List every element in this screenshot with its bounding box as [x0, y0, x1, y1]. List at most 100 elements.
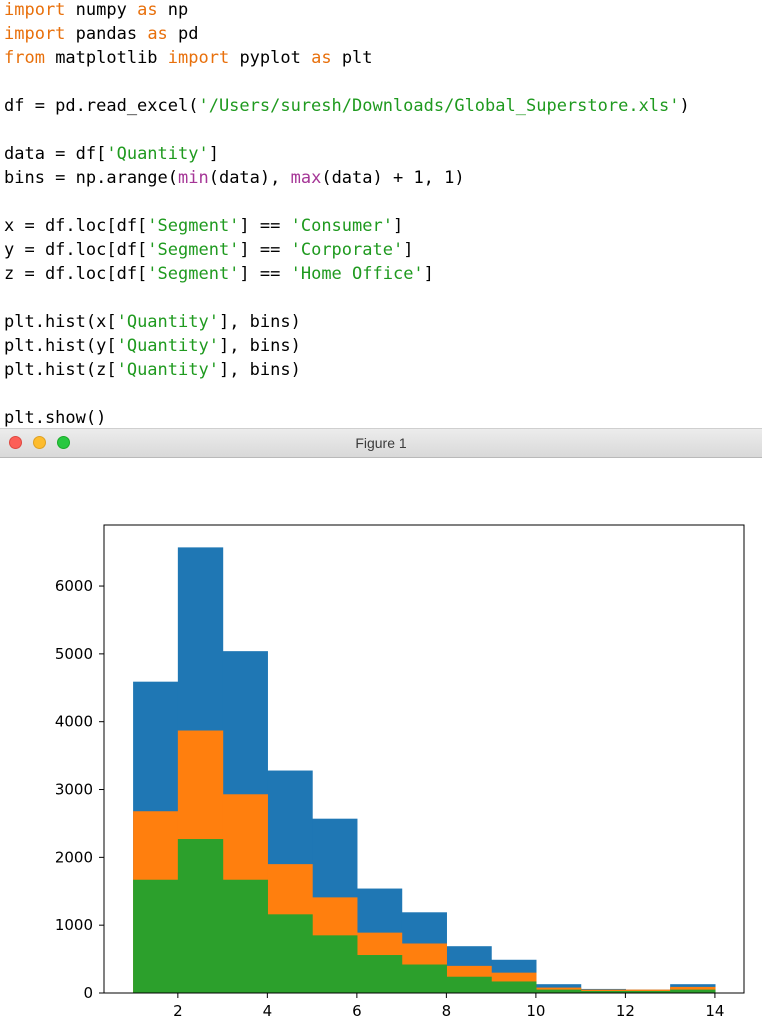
histogram-bar [267, 914, 313, 993]
code-token: 'Quantity' [116, 360, 219, 380]
code-line: x = df.loc[df['Segment'] == 'Consumer'] [4, 214, 403, 238]
histogram-bar [625, 990, 671, 993]
x-tick-label: 6 [352, 1002, 362, 1020]
code-token: import [167, 48, 230, 68]
y-tick-label: 6000 [55, 577, 93, 595]
code-line: bins = np.arange(min(data), max(data) + … [4, 166, 465, 190]
minimize-window-button[interactable] [33, 436, 46, 449]
code-token: z = df.loc[df[ [4, 264, 148, 284]
code-token: import [4, 24, 66, 44]
figure-window-titlebar[interactable]: Figure 1 [0, 428, 762, 458]
x-tick-label: 2 [173, 1002, 183, 1020]
code-line: from matplotlib import pyplot as plt [4, 46, 373, 70]
code-token: '/Users/suresh/Downloads/Global_Supersto… [198, 96, 680, 116]
code-token: pandas [65, 24, 148, 44]
code-token: from [4, 48, 45, 68]
code-token: ) [679, 96, 690, 116]
code-line: z = df.loc[df['Segment'] == 'Home Office… [4, 262, 434, 286]
code-line: import pandas as pd [4, 22, 199, 46]
code-token: ], bins) [218, 312, 301, 332]
close-window-button[interactable] [9, 436, 22, 449]
code-token: ] == [239, 240, 291, 260]
code-token: data = df[ [4, 144, 107, 164]
y-tick-label: 5000 [55, 645, 93, 663]
histogram-bar [491, 981, 537, 993]
code-token: ] == [239, 264, 291, 284]
code-token: bins = np.arange( [4, 168, 178, 188]
code-token: ] [423, 264, 434, 284]
figure-canvas: 2 4 6 8 10 12 14 0 1000 2000 3000 4000 5000 6000 [0, 458, 762, 1024]
code-token: np [157, 0, 189, 20]
y-tick-label: 0 [83, 984, 93, 1002]
code-token: pd [167, 24, 199, 44]
code-token: plt [331, 48, 373, 68]
x-tick-label: 4 [263, 1002, 273, 1020]
code-token: min [178, 168, 209, 188]
code-line: import numpy as np [4, 0, 188, 22]
y-tick-label: 4000 [55, 713, 93, 731]
histogram-bar [356, 955, 403, 993]
y-tick-label: 2000 [55, 848, 93, 866]
histogram-bar [580, 990, 626, 993]
code-token: max [290, 168, 322, 188]
y-tick-label: 3000 [55, 781, 93, 799]
histogram-bar [312, 935, 358, 993]
code-token: numpy [65, 0, 138, 20]
code-line: plt.show() [4, 406, 106, 430]
histogram-bar [535, 989, 582, 993]
code-token: as [147, 24, 168, 44]
code-token: plt.hist(z[ [4, 360, 117, 380]
code-token: ] == [239, 216, 291, 236]
code-editor[interactable]: import numpy as np import pandas as pd fro… [0, 0, 762, 430]
code-token: 'Segment' [147, 216, 240, 236]
histogram-chart: 2 4 6 8 10 12 14 0 1000 2000 3000 4000 5000 6000 [55, 524, 745, 1020]
code-line: plt.hist(y['Quantity'], bins) [4, 334, 301, 358]
code-token: 'Quantity' [106, 144, 209, 164]
code-token: 'Segment' [147, 240, 240, 260]
code-token: plt.show() [4, 408, 107, 428]
code-line: data = df['Quantity'] [4, 142, 219, 166]
code-token: import [4, 0, 66, 20]
figure-window-title: Figure 1 [355, 435, 407, 451]
maximize-window-button[interactable] [57, 436, 70, 449]
code-token: 'Home Office' [290, 264, 424, 284]
code-token: plt.hist(x[ [4, 312, 117, 332]
code-token: matplotlib [44, 48, 168, 68]
code-token: 'Corporate' [290, 240, 404, 260]
code-token: y = df.loc[df[ [4, 240, 148, 260]
x-tick-label: 8 [442, 1002, 452, 1020]
code-token: as [311, 48, 332, 68]
code-token: (data) + 1, 1) [321, 168, 465, 188]
code-token: plt.hist(y[ [4, 336, 117, 356]
x-tick-label: 10 [526, 1002, 545, 1020]
y-tick-label: 1000 [55, 916, 93, 934]
code-line: y = df.loc[df['Segment'] == 'Corporate'] [4, 238, 413, 262]
code-token: 'Quantity' [116, 312, 219, 332]
plot-frame [103, 524, 745, 994]
code-token: pyplot [229, 48, 312, 68]
histogram-bar [133, 879, 179, 993]
code-token: as [137, 0, 158, 20]
histogram-bar [446, 976, 492, 993]
code-token: ] [403, 240, 414, 260]
code-token: x = df.loc[df[ [4, 216, 148, 236]
code-token: df = pd.read_excel( [4, 96, 199, 116]
code-token: ], bins) [218, 336, 301, 356]
histogram-bar [401, 964, 447, 993]
histogram-bars [133, 547, 716, 993]
histogram-bar [670, 989, 716, 993]
code-token: 'Quantity' [116, 336, 219, 356]
x-tick-label: 14 [705, 1002, 724, 1020]
code-token: 'Consumer' [290, 216, 393, 236]
code-token: 'Segment' [147, 264, 240, 284]
code-line: df = pd.read_excel('/Users/suresh/Downlo… [4, 94, 690, 118]
x-tick-label: 12 [616, 1002, 635, 1020]
histogram-bar [177, 839, 224, 993]
code-token: ], bins) [218, 360, 301, 380]
code-line: plt.hist(z['Quantity'], bins) [4, 358, 301, 382]
histogram-bar [222, 879, 268, 993]
code-token: ] [392, 216, 404, 236]
code-token: ] [208, 144, 219, 164]
code-line: plt.hist(x['Quantity'], bins) [4, 310, 301, 334]
code-token: (data), [208, 168, 291, 188]
